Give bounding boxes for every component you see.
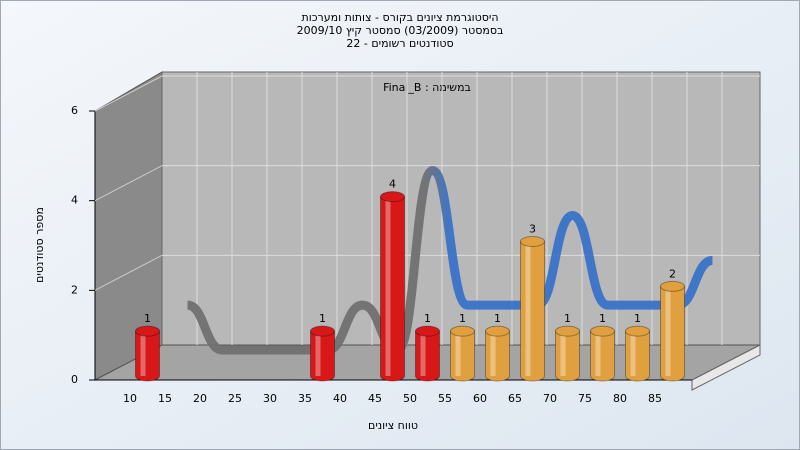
x-tick-label: 50 bbox=[403, 392, 417, 405]
chart-title: בסמסטר (03/2009) סמסטר קיץ 2009/10 bbox=[297, 24, 504, 37]
x-tick-label: 40 bbox=[333, 392, 347, 405]
grid-line bbox=[94, 165, 163, 202]
bar bbox=[310, 325, 335, 382]
value-label: 1 bbox=[459, 312, 466, 325]
x-tick-label: 80 bbox=[613, 392, 627, 405]
y-tick-label: 2 bbox=[71, 283, 78, 296]
x-tick-label: 45 bbox=[368, 392, 382, 405]
chart-title: היסטוגרמת ציונים בקורס - צותות ומערכות bbox=[301, 11, 498, 24]
bar bbox=[660, 280, 685, 382]
bar bbox=[485, 325, 510, 382]
x-tick-label: 20 bbox=[193, 392, 207, 405]
value-label: 2 bbox=[669, 267, 676, 280]
value-label: 1 bbox=[494, 312, 501, 325]
y-tick-label: 0 bbox=[71, 373, 78, 386]
value-label: 1 bbox=[564, 312, 571, 325]
ribbon-line bbox=[186, 166, 714, 355]
x-tick-label: 25 bbox=[228, 392, 242, 405]
y-tick-label: 4 bbox=[71, 194, 78, 207]
value-label: 1 bbox=[424, 312, 431, 325]
bar bbox=[555, 325, 580, 382]
value-label: 1 bbox=[599, 312, 606, 325]
x-tick-label: 15 bbox=[158, 392, 172, 405]
y-axis-label: מספר סטודנטים bbox=[33, 207, 46, 283]
floor-edge bbox=[691, 344, 761, 391]
grid-line bbox=[94, 75, 163, 112]
bar bbox=[135, 325, 160, 382]
bar bbox=[450, 325, 475, 382]
x-tick-label: 55 bbox=[438, 392, 452, 405]
x-tick-label: 35 bbox=[298, 392, 312, 405]
x-tick-label: 10 bbox=[123, 392, 137, 405]
subtitle: במשימה : Final_B bbox=[383, 81, 471, 94]
bar bbox=[625, 325, 650, 382]
x-tick-label: 30 bbox=[263, 392, 277, 405]
value-label: 3 bbox=[529, 223, 536, 236]
bar bbox=[415, 325, 440, 382]
value-label: 1 bbox=[144, 312, 151, 325]
bar bbox=[380, 191, 405, 382]
x-tick-label: 70 bbox=[543, 392, 557, 405]
x-axis-label: טווח ציונים bbox=[368, 419, 418, 432]
value-label: 1 bbox=[634, 312, 641, 325]
x-tick-label: 75 bbox=[578, 392, 592, 405]
bar bbox=[590, 325, 615, 382]
value-label: 4 bbox=[389, 178, 396, 191]
value-label: 1 bbox=[319, 312, 326, 325]
x-tick-label: 85 bbox=[648, 392, 662, 405]
x-tick-label: 65 bbox=[508, 392, 522, 405]
bar bbox=[520, 236, 545, 382]
grid-line bbox=[94, 254, 163, 291]
chart-title: סטודנטים רשומים - 22 bbox=[346, 37, 453, 50]
y-tick-label: 6 bbox=[71, 104, 78, 117]
x-tick-label: 60 bbox=[473, 392, 487, 405]
